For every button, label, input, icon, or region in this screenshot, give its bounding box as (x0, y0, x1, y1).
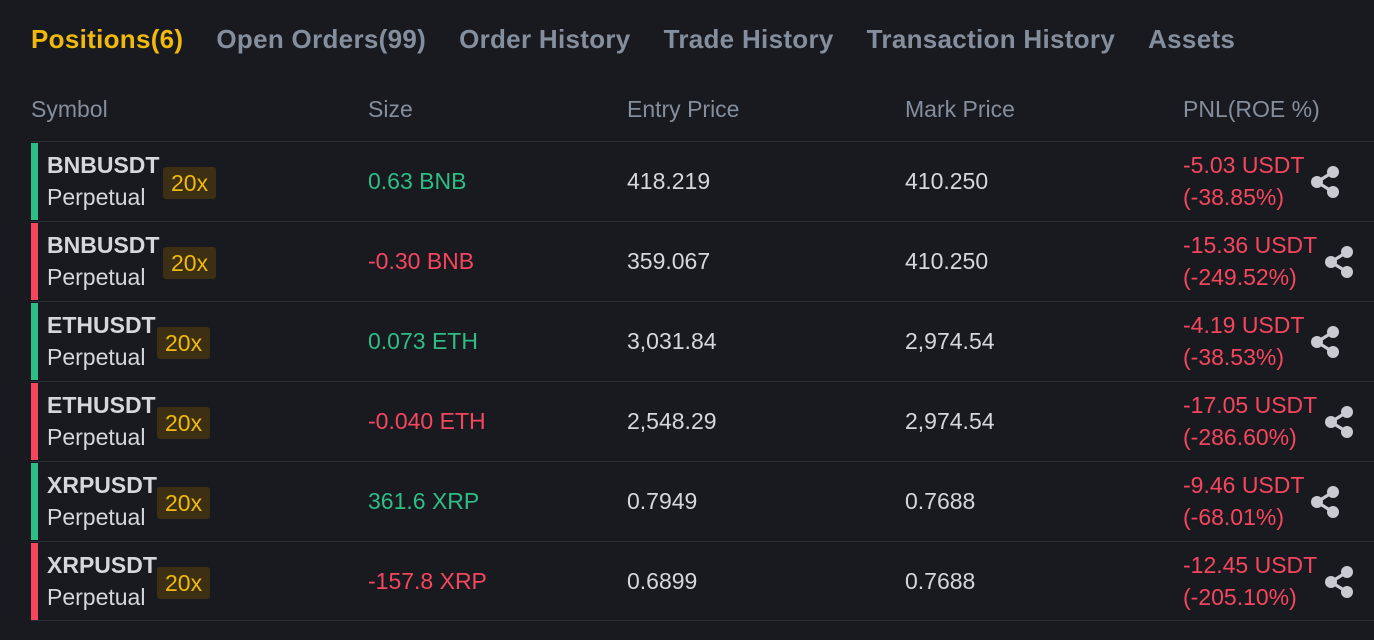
side-indicator (31, 543, 38, 620)
table-header: Symbol Size Entry Price Mark Price PNL(R… (0, 90, 1374, 130)
position-symbol[interactable]: BNBUSDT (47, 152, 160, 178)
pnl-value: -5.03 USDT (1183, 152, 1305, 178)
entry-price: 418.219 (627, 168, 711, 194)
share-icon[interactable] (1307, 484, 1343, 520)
table-row[interactable]: BNBUSDT Perpetual 20x 0.63 BNB 418.219 4… (31, 141, 1374, 221)
column-header-mark-price: Mark Price (905, 96, 1015, 122)
column-header-entry-price: Entry Price (627, 96, 740, 122)
tab-open-orders[interactable]: Open Orders(99) (216, 23, 427, 54)
side-indicator (31, 463, 38, 540)
leverage-badge[interactable]: 20x (157, 487, 211, 519)
position-symbol[interactable]: ETHUSDT (47, 312, 156, 338)
leverage-badge[interactable]: 20x (157, 567, 211, 599)
side-indicator (31, 303, 38, 380)
pnl-value: -9.46 USDT (1183, 472, 1305, 498)
column-header-size: Size (368, 96, 413, 122)
position-symbol[interactable]: ETHUSDT (47, 392, 156, 418)
entry-price: 0.7949 (627, 488, 698, 514)
roe-value: (-38.53%) (1183, 344, 1284, 370)
leverage-badge[interactable]: 20x (163, 247, 217, 279)
mark-price: 0.7688 (905, 568, 976, 594)
tab-trade-history[interactable]: Trade History (663, 23, 834, 54)
leverage-badge[interactable]: 20x (163, 167, 217, 199)
table-row[interactable]: ETHUSDT Perpetual 20x 0.073 ETH 3,031.84… (31, 301, 1374, 381)
share-icon[interactable] (1321, 564, 1357, 600)
table-row[interactable]: XRPUSDT Perpetual 20x -157.8 XRP 0.6899 … (31, 541, 1374, 621)
roe-value: (-68.01%) (1183, 504, 1284, 530)
entry-price: 0.6899 (627, 568, 698, 594)
mark-price: 2,974.54 (905, 328, 995, 354)
tab-assets[interactable]: Assets (1148, 23, 1236, 54)
mark-price: 410.250 (905, 168, 989, 194)
contract-type: Perpetual (47, 184, 146, 210)
contract-type: Perpetual (47, 504, 146, 530)
roe-value: (-205.10%) (1183, 584, 1297, 610)
side-indicator (31, 143, 38, 220)
tab-positions[interactable]: Positions(6) (31, 23, 184, 54)
mark-price: 2,974.54 (905, 408, 995, 434)
roe-value: (-286.60%) (1183, 424, 1297, 450)
pnl-value: -15.36 USDT (1183, 232, 1318, 258)
position-size: -0.30 BNB (368, 248, 475, 274)
side-indicator (31, 223, 38, 300)
positions-table: BNBUSDT Perpetual 20x 0.63 BNB 418.219 4… (31, 141, 1374, 621)
entry-price: 3,031.84 (627, 328, 717, 354)
position-size: -157.8 XRP (368, 568, 487, 594)
position-symbol[interactable]: XRPUSDT (47, 552, 157, 578)
share-icon[interactable] (1307, 164, 1343, 200)
pnl-value: -4.19 USDT (1183, 312, 1305, 338)
position-size: 361.6 XRP (368, 488, 480, 514)
position-size: -0.040 ETH (368, 408, 486, 434)
entry-price: 359.067 (627, 248, 711, 274)
pnl-value: -17.05 USDT (1183, 392, 1318, 418)
pnl-value: -12.45 USDT (1183, 552, 1318, 578)
mark-price: 0.7688 (905, 488, 976, 514)
contract-type: Perpetual (47, 424, 146, 450)
position-symbol[interactable]: BNBUSDT (47, 232, 160, 258)
table-row[interactable]: BNBUSDT Perpetual 20x -0.30 BNB 359.067 … (31, 221, 1374, 301)
share-icon[interactable] (1321, 404, 1357, 440)
side-indicator (31, 383, 38, 460)
column-header-pnl: PNL(ROE %) (1183, 96, 1320, 122)
tab-transaction-history[interactable]: Transaction History (866, 23, 1116, 54)
roe-value: (-249.52%) (1183, 264, 1297, 290)
tab-order-history[interactable]: Order History (459, 23, 631, 54)
position-symbol[interactable]: XRPUSDT (47, 472, 157, 498)
share-icon[interactable] (1321, 244, 1357, 280)
table-row[interactable]: XRPUSDT Perpetual 20x 361.6 XRP 0.7949 0… (31, 461, 1374, 541)
table-row[interactable]: ETHUSDT Perpetual 20x -0.040 ETH 2,548.2… (31, 381, 1374, 461)
leverage-badge[interactable]: 20x (157, 407, 211, 439)
roe-value: (-38.85%) (1183, 184, 1284, 210)
tab-bar: Positions(6) Open Orders(99) Order Histo… (31, 18, 1235, 60)
contract-type: Perpetual (47, 344, 146, 370)
position-size: 0.073 ETH (368, 328, 478, 354)
position-size: 0.63 BNB (368, 168, 467, 194)
entry-price: 2,548.29 (627, 408, 717, 434)
mark-price: 410.250 (905, 248, 989, 274)
contract-type: Perpetual (47, 264, 146, 290)
leverage-badge[interactable]: 20x (157, 327, 211, 359)
contract-type: Perpetual (47, 584, 146, 610)
share-icon[interactable] (1307, 324, 1343, 360)
column-header-symbol: Symbol (31, 96, 108, 122)
